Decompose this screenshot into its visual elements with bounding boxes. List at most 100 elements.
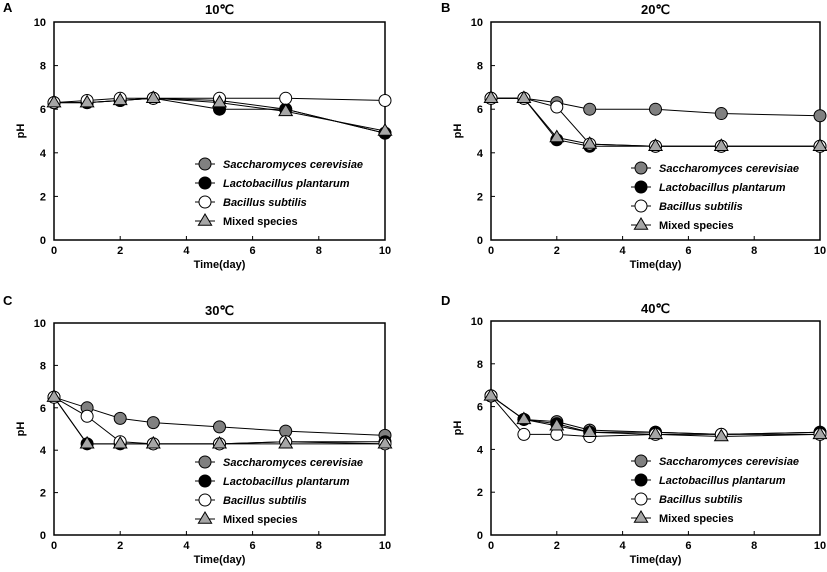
data-point	[79, 435, 95, 449]
x-tick-label: 8	[316, 540, 322, 552]
y-tick-label: 8	[477, 359, 483, 371]
legend-entry: Bacillus subtilis	[223, 495, 307, 507]
data-point	[483, 90, 499, 103]
legend-marker	[198, 474, 212, 488]
y-tick-label: 6	[477, 104, 483, 116]
x-tick-label: 4	[183, 540, 190, 552]
chart-title: 20℃	[641, 2, 670, 17]
data-point	[550, 100, 564, 114]
legend-entry: Lactobacillus plantarum	[659, 475, 786, 487]
x-tick-label: 10	[379, 540, 391, 552]
data-point	[516, 411, 532, 425]
data-point	[145, 435, 161, 449]
plot-frame	[53, 21, 386, 241]
x-axis-label: Time(day)	[630, 259, 682, 271]
legend-marker	[198, 176, 212, 190]
x-tick-label: 2	[117, 540, 123, 552]
x-tick-label: 10	[379, 245, 391, 257]
data-point	[278, 103, 294, 117]
legend-marker	[634, 473, 648, 487]
data-point	[113, 411, 127, 425]
chart-panel-A: A 10℃ 0 2 4 6 8 10 0 2 4 6 8 10 Time(day) pH Saccharomyc…	[3, 0, 393, 271]
data-point	[46, 389, 62, 402]
x-tick-label: 0	[488, 245, 494, 257]
legend: Saccharomyces cerevisiae Lactobacillus pl…	[195, 455, 363, 526]
x-tick-label: 10	[814, 245, 826, 257]
legend-marker	[198, 455, 212, 469]
y-tick-label: 4	[40, 445, 47, 457]
y-axis-label: pH	[452, 124, 464, 139]
y-tick-label: 2	[477, 487, 483, 499]
y-tick-label: 4	[40, 148, 47, 160]
legend-entry: Saccharomyces cerevisiae	[223, 159, 363, 171]
data-point	[377, 435, 393, 449]
x-tick-label: 0	[51, 540, 57, 552]
legend-entry: Mixed species	[223, 216, 298, 228]
x-tick-label: 2	[117, 245, 123, 257]
x-tick-label: 8	[751, 245, 757, 257]
legend-entry: Saccharomyces cerevisiae	[659, 163, 799, 175]
legend-entry: Bacillus subtilis	[223, 197, 307, 209]
x-tick-label: 8	[316, 245, 322, 257]
data-point	[583, 102, 597, 116]
y-tick-label: 8	[40, 61, 46, 73]
y-tick-label: 6	[477, 402, 483, 414]
x-tick-label: 2	[554, 245, 560, 257]
legend-entry: Lactobacillus plantarum	[659, 182, 786, 194]
plot-frame	[490, 21, 821, 241]
data-point	[812, 426, 827, 440]
x-tick-label: 8	[751, 540, 757, 552]
chart-title: 30℃	[205, 303, 234, 318]
data-point	[46, 94, 62, 108]
data-point	[549, 129, 565, 143]
x-tick-label: 4	[620, 245, 627, 257]
y-tick-label: 10	[34, 318, 46, 330]
y-tick-label: 4	[477, 444, 484, 456]
data-point	[582, 424, 598, 437]
data-point	[714, 107, 728, 121]
panel-letter: B	[441, 0, 450, 15]
data-point	[813, 109, 827, 123]
chart-title: 10℃	[205, 2, 234, 17]
x-tick-label: 4	[183, 245, 190, 257]
y-tick-label: 0	[40, 530, 46, 542]
data-point	[377, 123, 393, 136]
x-axis-label: Time(day)	[630, 554, 682, 566]
legend-marker	[198, 493, 212, 507]
legend-marker	[633, 217, 649, 230]
x-tick-label: 6	[685, 245, 691, 257]
data-point	[211, 94, 228, 108]
y-tick-label: 6	[40, 403, 46, 415]
y-tick-label: 10	[471, 17, 483, 29]
data-point	[213, 420, 226, 434]
y-tick-label: 6	[40, 104, 46, 116]
data-point	[549, 417, 565, 431]
data-point	[582, 136, 598, 149]
y-axis-label: pH	[15, 124, 27, 139]
data-point	[211, 435, 228, 449]
legend-marker	[634, 199, 648, 213]
legend-entry: Lactobacillus plantarum	[223, 178, 350, 190]
x-tick-label: 6	[685, 540, 691, 552]
legend-entry: Mixed species	[223, 514, 298, 526]
legend-marker	[634, 454, 648, 468]
y-tick-label: 8	[477, 61, 483, 73]
legend-entry: Saccharomyces cerevisiae	[223, 457, 363, 469]
legend-marker	[634, 180, 648, 194]
legend-marker	[633, 510, 649, 523]
data-point	[713, 138, 729, 151]
data-point	[713, 428, 729, 442]
data-point	[517, 427, 531, 441]
legend-entry: Mixed species	[659, 220, 734, 232]
legend: Saccharomyces cerevisiae Lactobacillus pl…	[631, 161, 799, 232]
legend-marker	[198, 157, 212, 171]
data-point	[79, 94, 95, 108]
x-tick-label: 0	[51, 245, 57, 257]
y-axis-label: pH	[452, 421, 464, 436]
legend-entry: Mixed species	[659, 513, 734, 525]
panel-letter: C	[3, 293, 13, 308]
y-tick-label: 2	[40, 191, 46, 203]
panel-letter: D	[441, 293, 450, 308]
y-tick-label: 0	[477, 235, 483, 247]
